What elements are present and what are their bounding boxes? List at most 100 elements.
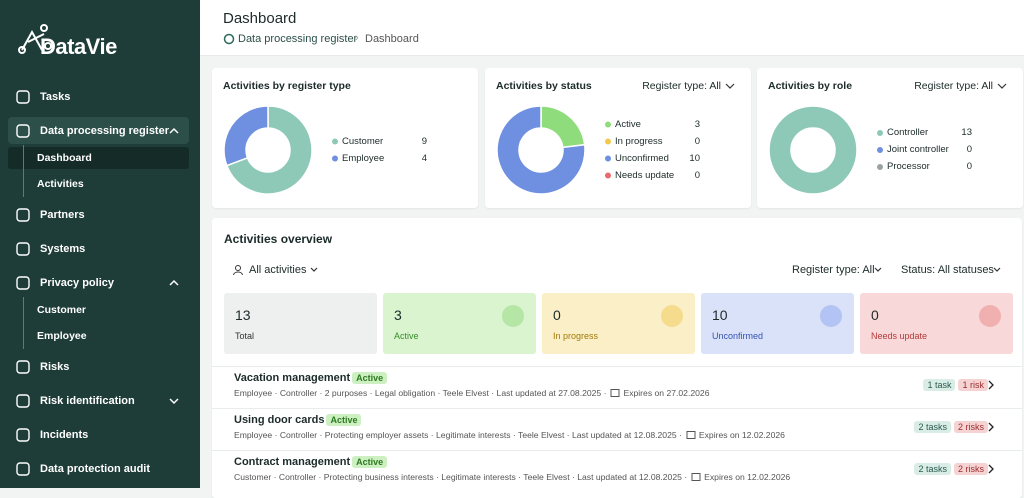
donut-segment [223,105,269,167]
legend-dot [332,155,338,162]
legend-dot [605,138,611,145]
legend-value: 0 [966,144,972,155]
donut-segment [225,105,313,195]
legend-dot [605,121,611,128]
badge-group: 1 task 1 risk [923,379,988,391]
icon-shape [691,473,701,481]
status-badge: Active [352,372,388,384]
chart-filter[interactable]: Register type: All [642,80,721,92]
donut [768,105,883,195]
submenu-item[interactable]: Employee [37,330,87,342]
submenu-item[interactable]: Dashboard [37,152,92,164]
row-chevron [988,422,994,432]
sidebar: DataVie Tasks Data processing register Das… [0,0,200,488]
icon-shape [16,360,30,374]
menu-item[interactable]: Partners [40,209,85,221]
legend-label: Customer [342,135,384,147]
submenu-line [23,171,24,197]
menu-chevron [169,398,179,405]
chevron [988,380,994,390]
filter-status[interactable]: Status: All statuses [901,264,994,276]
row-chevron [988,380,994,390]
legend-value: 9 [421,135,427,147]
page-title: Dashboard [223,10,297,27]
legend-value: 4 [421,152,427,164]
breadcrumb-current: Dashboard [365,33,419,45]
activity-expires: Expires on 12.02.2026 [704,472,791,482]
menu-item[interactable]: Privacy policy [40,277,114,289]
menu-icon [16,242,30,256]
legend-value: 10 [689,152,700,164]
menu-icon [16,428,30,442]
activity-name: Vacation management [234,372,351,384]
filter-register-type[interactable]: Register type: All [792,264,875,276]
calendar-icon [686,431,696,439]
legend-value: 13 [961,127,972,138]
stat-label: Active [394,331,419,341]
legend-value: 0 [694,135,700,147]
menu-icon [16,394,30,408]
chart-card: Activities by status Register type: All Ac… [485,68,751,208]
stat-icon [820,305,842,327]
stat-icon [661,305,683,327]
overview-title: Activities overview [224,232,333,246]
breadcrumb-link[interactable]: Data processing register [238,33,358,45]
menu-item[interactable]: Systems [40,243,86,255]
menu-icon [16,124,30,138]
stat-value: 0 [553,307,561,323]
icon-shape [16,124,30,138]
menu-item[interactable]: Data protection audit [40,463,151,475]
activity-row[interactable] [212,450,1022,488]
activity-expires: Expires on 27.02.2026 [623,388,710,398]
menu-item[interactable]: Tasks [40,91,71,103]
menu-item[interactable]: Data processing register [40,125,169,137]
icon-shape [16,242,30,256]
submenu-line [23,323,24,349]
legend-dot [605,155,611,162]
chart-filter[interactable]: Register type: All [914,80,993,92]
icon-shape [16,208,30,222]
legend-dot [605,172,611,179]
register-icon [223,33,235,45]
donut-segment [768,105,858,195]
filter-activities[interactable]: All activities [249,264,307,276]
chart-title: Activities by status [496,80,592,92]
menu-chevron [169,127,179,134]
menu-chevron [169,279,179,286]
donut [223,105,338,195]
menu-item[interactable]: Risks [40,361,70,373]
risk-badge: 2 risks [953,421,988,433]
submenu-item[interactable]: Activities [37,178,84,190]
overview-card: Activities overview All activities Regis… [212,218,1022,498]
legend-label: Unconfirmed [615,152,669,164]
activity-meta: Customer · Controller · Protecting busin… [234,472,688,482]
legend-dot [332,138,338,145]
menu-icon [16,462,30,476]
icon-shape [686,431,696,439]
badge-group: 2 tasks 2 risks [914,463,988,475]
icon-shape [16,90,30,104]
submenu-line [23,297,24,323]
chart-card: Activities by register type Customer 9 Empl… [212,68,478,208]
stat-value: 13 [235,307,251,323]
menu-icon [16,360,30,374]
calendar-icon [610,389,620,397]
activity-row[interactable] [212,366,1022,404]
menu-item[interactable]: Incidents [40,429,89,441]
legend-value: 0 [966,161,972,172]
legend-dot [877,147,883,153]
logo-icon [18,24,52,54]
chevron [169,127,179,134]
legend-dot [877,130,883,136]
stat-label: Total [235,331,255,341]
filter-chevron [725,83,735,89]
menu-item[interactable]: Risk identification [40,395,135,407]
icon-shape [16,394,30,408]
activity-row[interactable] [212,408,1022,446]
risk-badge: 1 risk [958,379,988,391]
icon-shape [16,428,30,442]
submenu-item[interactable]: Customer [37,304,87,316]
icon-shape [16,276,30,290]
legend-label: Active [615,118,641,130]
menu-icon [16,90,30,104]
